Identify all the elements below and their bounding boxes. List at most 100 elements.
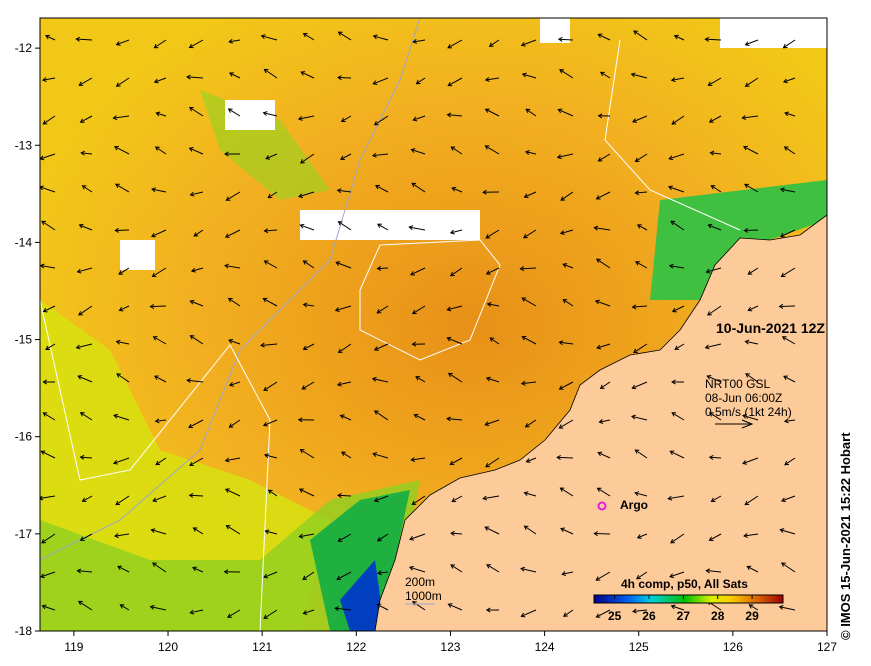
current-arrow	[228, 72, 241, 79]
current-arrow	[485, 229, 500, 239]
current-arrow	[412, 115, 426, 122]
current-arrow	[41, 220, 56, 231]
current-arrow	[299, 449, 315, 459]
current-arrow	[411, 341, 426, 347]
current-arrow	[593, 531, 611, 537]
current-arrow	[267, 489, 278, 497]
isobath-1000-label: 1000m	[405, 589, 442, 603]
current-arrow	[742, 457, 759, 465]
current-arrow	[520, 380, 537, 386]
current-source: NRT00 GSL	[705, 377, 770, 391]
current-arrow	[596, 343, 611, 350]
current-arrow	[449, 229, 463, 235]
current-arrow	[376, 265, 389, 271]
current-arrow	[447, 372, 463, 383]
current-arrow	[450, 530, 463, 536]
current-arrow	[302, 302, 315, 308]
current-arrow	[524, 419, 537, 428]
lon-tick-label: 125	[629, 640, 649, 654]
current-arrow	[784, 457, 796, 466]
current-arrow	[482, 189, 500, 195]
current-arrow	[519, 266, 537, 272]
current-arrow	[410, 267, 426, 276]
current-arrow	[636, 224, 648, 231]
current-arrow	[668, 263, 685, 269]
current-arrow	[744, 339, 759, 345]
current-arrow	[267, 191, 278, 199]
lat-tick-label: -14	[15, 235, 33, 249]
current-arrow	[557, 108, 574, 117]
current-arrow	[485, 607, 500, 613]
current-arrow	[297, 417, 315, 423]
current-arrow	[79, 115, 93, 123]
current-arrow	[447, 77, 463, 87]
current-arrow	[224, 263, 241, 269]
current-arrow	[559, 69, 574, 79]
lat-tick-label: -17	[15, 527, 33, 541]
current-arrow	[225, 525, 241, 535]
current-arrow	[225, 191, 241, 201]
current-arrow	[708, 533, 722, 541]
current-arrow	[80, 150, 93, 156]
current-arrow	[79, 454, 93, 460]
current-arrow	[446, 416, 463, 422]
current-arrow	[75, 343, 93, 350]
current-arrow	[302, 609, 315, 615]
current-arrow	[673, 34, 685, 41]
current-arrow	[371, 376, 389, 383]
current-arrow	[186, 378, 204, 384]
current-arrow	[151, 267, 167, 278]
current-arrow	[415, 376, 426, 383]
current-arrow	[372, 452, 389, 459]
colorbar-tick-label: 29	[745, 609, 759, 623]
current-arrow	[336, 381, 352, 387]
current-arrow	[336, 188, 352, 194]
current-arrow	[560, 191, 574, 201]
current-arrow	[260, 34, 278, 41]
current-arrow	[523, 491, 537, 497]
current-arrow	[262, 297, 278, 307]
current-arrow	[337, 533, 352, 542]
current-arrow	[298, 533, 315, 539]
current-arrow	[596, 487, 611, 497]
current-arrow	[593, 225, 611, 231]
current-arrow	[188, 39, 204, 49]
current-arrow	[780, 495, 796, 503]
current-arrow	[561, 571, 574, 577]
lat-tick-label: -12	[15, 41, 33, 55]
current-arrow	[671, 305, 685, 313]
lat-tick-label: -18	[15, 624, 33, 638]
current-arrow	[227, 297, 241, 307]
current-arrow	[520, 566, 537, 573]
current-arrows	[40, 30, 796, 619]
current-arrow	[485, 457, 500, 468]
current-arrow	[117, 565, 130, 573]
current-arrow	[153, 375, 167, 383]
current-arrow	[485, 267, 500, 275]
current-arrow	[710, 185, 722, 193]
current-arrow	[45, 34, 56, 41]
current-arrow	[484, 419, 500, 427]
longitude-axis: 119 120 121 122 123 124 125 126 127	[64, 631, 837, 654]
current-arrow	[77, 375, 93, 383]
current-arrow	[708, 412, 722, 421]
current-arrow	[186, 74, 204, 80]
current-arrow	[298, 191, 315, 199]
current-arrow	[373, 410, 389, 421]
current-arrow	[783, 146, 796, 155]
current-arrow	[299, 153, 315, 164]
current-arrow	[77, 600, 93, 611]
current-arrow	[634, 190, 648, 196]
current-arrow	[413, 413, 426, 421]
current-arrow	[41, 533, 56, 544]
current-arrow	[42, 115, 56, 125]
current-arrow	[558, 419, 574, 429]
current-arrow	[112, 115, 130, 121]
current-arrow	[707, 77, 722, 86]
current-arrow	[668, 153, 685, 161]
current-arrow	[340, 153, 352, 161]
colorbar-tick-label: 25	[608, 609, 622, 623]
current-arrow	[371, 152, 389, 158]
current-arrow	[557, 36, 574, 42]
current-arrow	[377, 570, 389, 576]
